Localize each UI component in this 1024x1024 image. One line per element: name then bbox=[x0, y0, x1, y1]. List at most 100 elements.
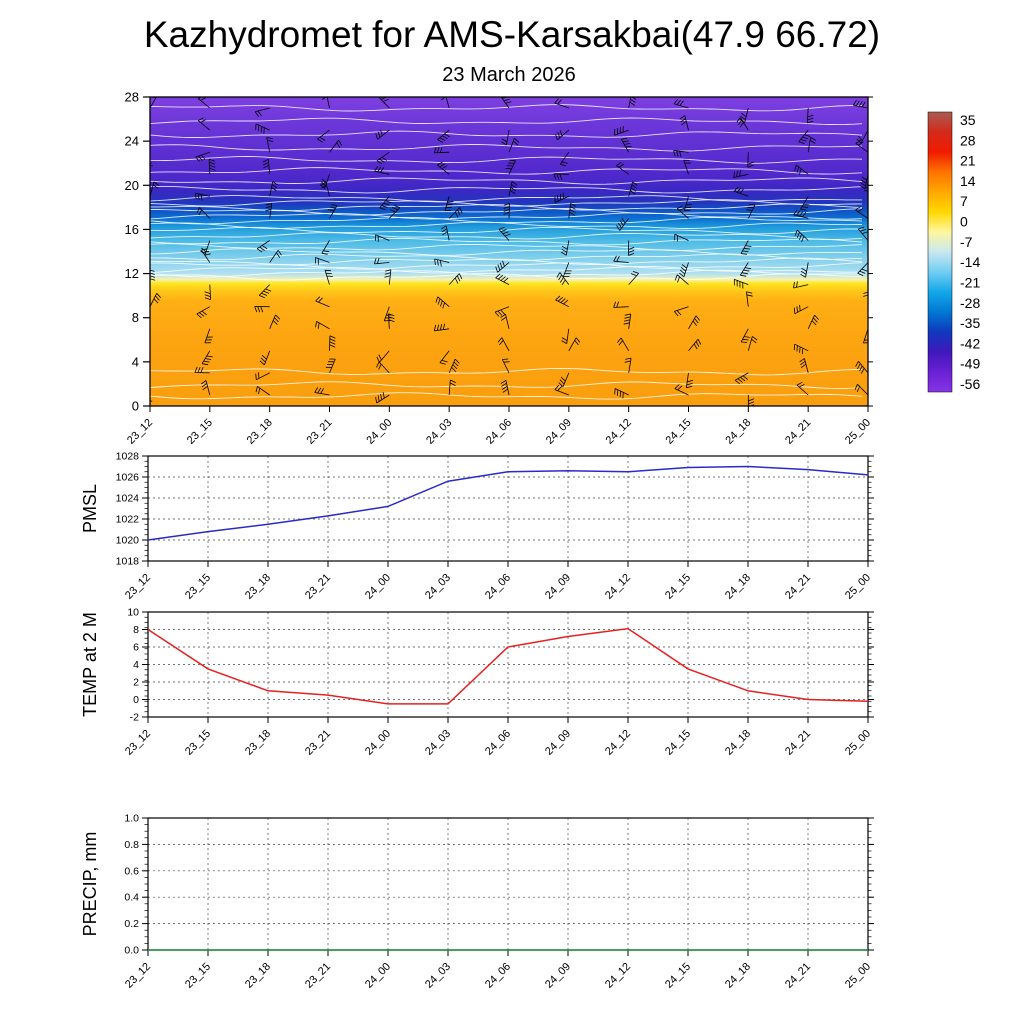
colorbar-label: 0 bbox=[960, 214, 968, 230]
date-subtitle: 23 March 2026 bbox=[442, 64, 576, 86]
height-tick-label: 20 bbox=[125, 178, 139, 193]
x-tick-label: 23_21 bbox=[303, 572, 333, 602]
colorbar-label: -42 bbox=[960, 335, 980, 351]
y-tick-label: 0.6 bbox=[124, 865, 139, 877]
x-tick-label: 24_06 bbox=[483, 572, 513, 602]
x-tick-label: 24_06 bbox=[484, 417, 514, 447]
temp-2m-axis-title: TEMP at 2 M bbox=[80, 612, 100, 717]
colorbar-label: 7 bbox=[960, 193, 968, 209]
x-tick-label: 25_00 bbox=[843, 572, 873, 602]
y-tick-label: 1028 bbox=[116, 451, 140, 463]
x-tick-label: 24_12 bbox=[604, 417, 634, 447]
temp-2m-panel: -2 0 2 4 6 8 10 23_12 23_15 23_18 23_21 24_00 24_03 2… bbox=[80, 607, 874, 758]
y-tick-label: 0 bbox=[133, 694, 139, 706]
height-tick-label: 8 bbox=[132, 310, 139, 325]
y-tick-label: 0.4 bbox=[124, 892, 139, 904]
x-tick-label: 24_21 bbox=[783, 572, 813, 602]
x-tick-label: 25_00 bbox=[843, 961, 873, 991]
x-tick-label: 24_00 bbox=[363, 961, 393, 991]
y-tick-label: 10 bbox=[127, 607, 139, 619]
x-tick-label: 23_15 bbox=[185, 417, 215, 447]
y-tick-label: 1018 bbox=[116, 556, 140, 568]
x-tick-label: 23_12 bbox=[123, 728, 153, 758]
height-tick-label: 12 bbox=[125, 266, 139, 281]
x-tick-label: 23_21 bbox=[305, 417, 335, 447]
pmsl-panel: 1018 1020 1022 1024 1026 1028 23_12 23_15 23_18 2… bbox=[80, 451, 874, 602]
height-tick-label: 16 bbox=[125, 222, 139, 237]
x-tick-label: 23_15 bbox=[183, 728, 213, 758]
y-tick-label: 8 bbox=[133, 624, 139, 636]
precip-axis-title: PRECIP, mm bbox=[80, 832, 100, 937]
colorbar-label: 21 bbox=[960, 153, 976, 169]
colorbar-label: -35 bbox=[960, 315, 980, 331]
y-tick-label: 1022 bbox=[116, 514, 140, 526]
temp-2m-series bbox=[147, 627, 869, 705]
y-tick-label: 4 bbox=[133, 659, 139, 671]
colorbar-label: 28 bbox=[960, 132, 976, 148]
x-tick-label: 23_12 bbox=[123, 961, 153, 991]
x-tick-label: 23_18 bbox=[243, 572, 273, 602]
y-tick-label: 6 bbox=[133, 642, 139, 654]
y-tick-label: 0.0 bbox=[124, 945, 139, 957]
colorbar-label: -28 bbox=[960, 295, 980, 311]
x-tick-label: 24_18 bbox=[723, 572, 753, 602]
precip-panel: 0.0 0.2 0.4 0.6 0.8 1.0 23_12 23_15 23_18 23_21 24… bbox=[80, 813, 874, 991]
y-tick-label: -2 bbox=[130, 712, 139, 724]
page-title: Kazhydromet for AMS-Karsakbai(47.9 66.72… bbox=[143, 14, 881, 55]
x-tick-label: 24_21 bbox=[783, 728, 813, 758]
x-tick-label: 23_18 bbox=[245, 417, 275, 447]
x-tick-label: 23_15 bbox=[183, 572, 213, 602]
y-tick-label: 1026 bbox=[116, 472, 140, 484]
x-tick-label: 25_00 bbox=[843, 728, 873, 758]
x-tick-label: 24_09 bbox=[543, 728, 573, 758]
colorbar: 35 28 21 14 7 0 -7 -14 -21 -28 -35 -42 -49 -56 bbox=[927, 111, 980, 393]
y-tick-label: 1.0 bbox=[124, 813, 139, 825]
x-tick-label: 24_12 bbox=[603, 961, 633, 991]
x-tick-label: 24_15 bbox=[664, 417, 694, 447]
height-tick-label: 28 bbox=[125, 90, 139, 105]
pmsl-axis-title: PMSL bbox=[80, 484, 100, 533]
x-tick-label: 24_06 bbox=[483, 961, 513, 991]
x-tick-label: 24_03 bbox=[423, 961, 453, 991]
x-tick-label: 23_21 bbox=[303, 728, 333, 758]
x-tick-label: 24_18 bbox=[723, 961, 753, 991]
y-tick-label: 0.2 bbox=[124, 918, 139, 930]
x-tick-label: 24_06 bbox=[483, 728, 513, 758]
x-tick-label: 23_18 bbox=[243, 961, 273, 991]
colorbar-label: -7 bbox=[960, 234, 973, 250]
colorbar-label: -14 bbox=[960, 254, 980, 270]
colorbar-label: 35 bbox=[960, 112, 976, 128]
x-tick-label: 24_21 bbox=[783, 417, 813, 447]
x-tick-label: 24_09 bbox=[544, 417, 574, 447]
x-tick-label: 24_15 bbox=[663, 961, 693, 991]
x-tick-label: 25_00 bbox=[843, 417, 873, 447]
x-tick-label: 23_12 bbox=[125, 417, 155, 447]
x-tick-label: 24_12 bbox=[603, 728, 633, 758]
x-tick-label: 24_09 bbox=[543, 572, 573, 602]
x-tick-label: 24_00 bbox=[363, 572, 393, 602]
height-tick-label: 0 bbox=[132, 399, 139, 414]
wind-barbs bbox=[150, 97, 868, 406]
pmsl-series bbox=[147, 465, 869, 541]
x-tick-label: 24_15 bbox=[663, 728, 693, 758]
x-tick-label: 24_00 bbox=[364, 417, 394, 447]
height-tick-label: 4 bbox=[132, 354, 139, 369]
x-tick-label: 24_00 bbox=[363, 728, 393, 758]
colorbar-label: -56 bbox=[960, 376, 980, 392]
x-tick-label: 24_12 bbox=[603, 572, 633, 602]
x-tick-label: 24_21 bbox=[783, 961, 813, 991]
x-tick-label: 23_12 bbox=[123, 572, 153, 602]
colorbar-label: -21 bbox=[960, 274, 980, 290]
x-tick-label: 24_18 bbox=[723, 728, 753, 758]
x-tick-label: 24_03 bbox=[423, 728, 453, 758]
colorbar-label: 14 bbox=[960, 173, 976, 189]
x-tick-label: 24_03 bbox=[423, 572, 453, 602]
x-tick-label: 24_03 bbox=[424, 417, 454, 447]
x-tick-label: 24_15 bbox=[663, 572, 693, 602]
y-tick-label: 1020 bbox=[116, 535, 140, 547]
x-tick-label: 23_18 bbox=[243, 728, 273, 758]
cross-section-panel: 0 4 8 12 16 20 24 28 23_12 23_15 23_18 23_21 24_00 24… bbox=[125, 90, 874, 447]
height-tick-label: 24 bbox=[125, 134, 139, 149]
